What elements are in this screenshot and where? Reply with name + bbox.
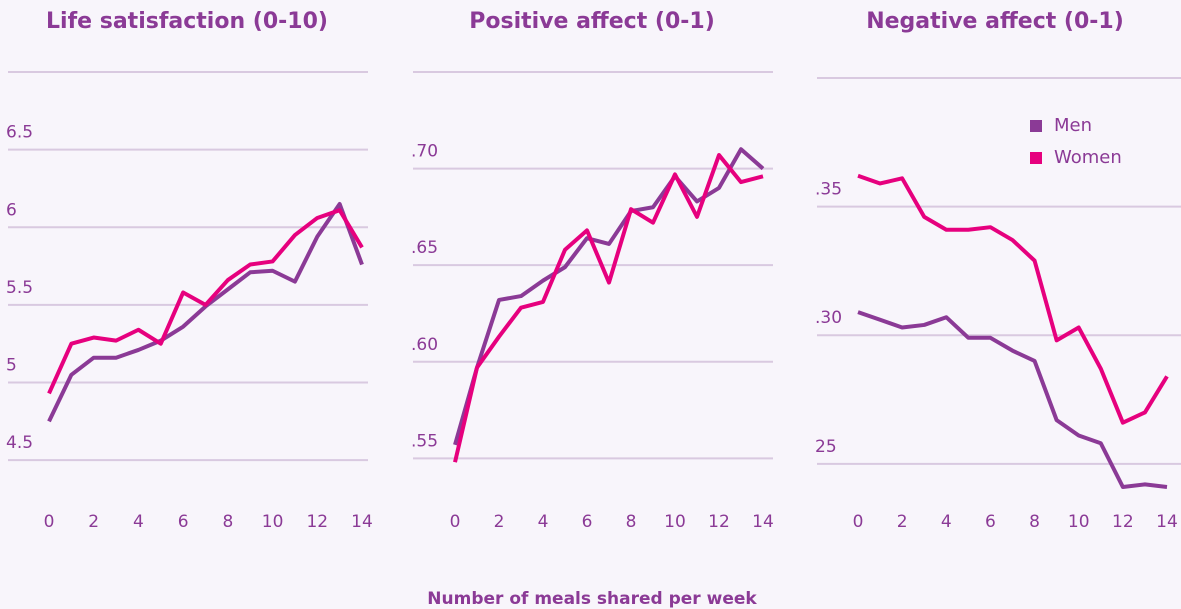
line-series — [857, 310, 1168, 489]
line-series — [857, 173, 1169, 425]
chart-title: Life satisfaction (0-10) — [46, 9, 328, 34]
x-tick-label: 6 — [582, 512, 593, 532]
x-tick-label: 8 — [1029, 512, 1040, 532]
y-tick-label: 4.5 — [6, 433, 33, 453]
x-tick-label: 8 — [626, 512, 637, 532]
x-tick-label: 12 — [306, 512, 328, 532]
legend-label: Women — [1054, 147, 1122, 168]
x-tick-label: 12 — [708, 512, 730, 532]
x-tick-label: 14 — [351, 512, 373, 532]
y-tick-label: 5 — [6, 356, 17, 376]
y-tick-label: .35 — [815, 180, 842, 200]
x-tick-label: 2 — [88, 512, 99, 532]
x-tick-label: 4 — [133, 512, 144, 532]
line-series — [453, 147, 765, 446]
x-tick-label: 4 — [538, 512, 549, 532]
y-tick-label: .70 — [411, 142, 438, 162]
legend-label: Men — [1054, 115, 1092, 136]
x-tick-label: 14 — [1156, 512, 1178, 532]
x-axis-label: Number of meals shared per week — [427, 589, 757, 609]
x-tick-label: 4 — [941, 512, 952, 532]
legend-swatch — [1030, 152, 1042, 164]
x-tick-label: 10 — [664, 512, 686, 532]
y-tick-label: .30 — [815, 308, 842, 328]
y-tick-label: 25 — [815, 437, 837, 457]
y-tick-label: .55 — [411, 431, 438, 451]
x-tick-label: 10 — [262, 512, 284, 532]
y-tick-label: .65 — [411, 238, 438, 258]
legend-swatch — [1030, 120, 1042, 132]
y-tick-label: 5.5 — [6, 278, 33, 298]
y-tick-label: 6 — [6, 200, 17, 220]
x-tick-label: 0 — [853, 512, 864, 532]
x-tick-label: 2 — [897, 512, 908, 532]
x-tick-label: 0 — [44, 512, 55, 532]
x-tick-label: 10 — [1068, 512, 1090, 532]
line-series — [47, 201, 364, 423]
y-tick-label: 6.5 — [6, 123, 33, 143]
y-tick-label: .60 — [411, 335, 438, 355]
x-tick-label: 0 — [450, 512, 461, 532]
x-tick-label: 14 — [752, 512, 774, 532]
x-tick-label: 12 — [1112, 512, 1134, 532]
x-tick-label: 8 — [222, 512, 233, 532]
x-tick-label: 2 — [494, 512, 505, 532]
chart-title: Negative affect (0-1) — [866, 9, 1124, 34]
x-tick-label: 6 — [985, 512, 996, 532]
x-tick-label: 6 — [178, 512, 189, 532]
chart-title: Positive affect (0-1) — [469, 9, 715, 34]
line-series — [453, 153, 764, 463]
line-series — [47, 208, 364, 395]
